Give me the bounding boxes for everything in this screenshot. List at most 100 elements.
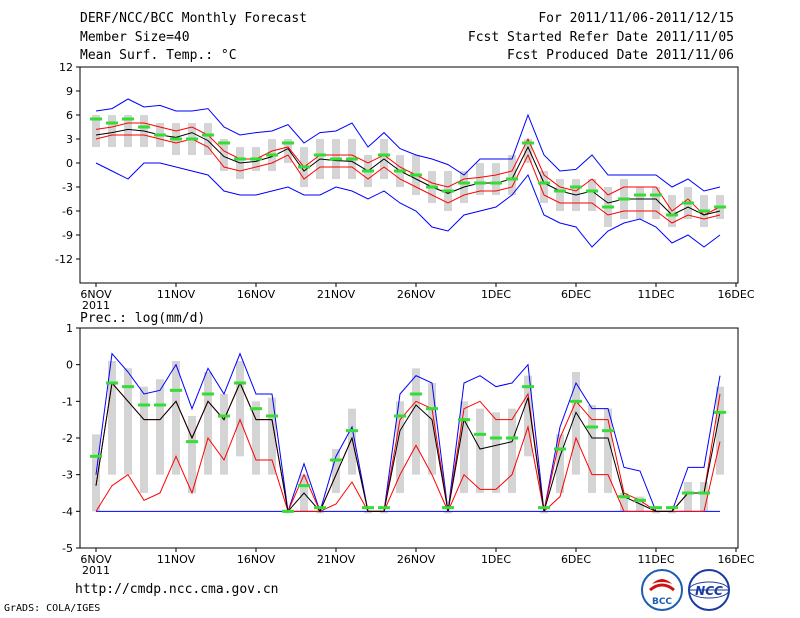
median-marker bbox=[394, 169, 406, 173]
x-tick-label: 1DEC bbox=[481, 553, 511, 566]
median-marker bbox=[490, 436, 502, 440]
y-tick-label: 3 bbox=[66, 133, 73, 146]
y-tick-label: 9 bbox=[66, 85, 73, 98]
year-label: 2011 bbox=[82, 299, 110, 312]
spread-box bbox=[172, 361, 180, 475]
median-marker bbox=[650, 193, 662, 197]
median-marker bbox=[362, 169, 374, 173]
spread-box bbox=[492, 163, 500, 195]
median-marker bbox=[634, 193, 646, 197]
median-marker bbox=[618, 197, 630, 201]
median-marker bbox=[602, 205, 614, 209]
median-marker bbox=[698, 491, 710, 495]
median-marker bbox=[586, 425, 598, 429]
spread-box bbox=[652, 187, 660, 219]
y-tick-label: -9 bbox=[62, 229, 73, 242]
median-marker bbox=[714, 205, 726, 209]
spread-box bbox=[588, 179, 596, 211]
median-marker bbox=[378, 153, 390, 157]
median-marker bbox=[714, 410, 726, 414]
spread-box bbox=[700, 482, 708, 512]
median-marker bbox=[554, 189, 566, 193]
median-marker bbox=[410, 392, 422, 396]
median-marker bbox=[394, 414, 406, 418]
median-marker bbox=[154, 133, 166, 137]
spread-box bbox=[188, 416, 196, 493]
median-marker bbox=[138, 125, 150, 129]
median-marker bbox=[458, 418, 470, 422]
x-tick-label: 6DEC bbox=[561, 288, 591, 301]
median-marker bbox=[218, 141, 230, 145]
spread-box bbox=[476, 163, 484, 195]
spread-box bbox=[508, 408, 516, 493]
median-marker bbox=[666, 506, 678, 510]
min-line bbox=[95, 162, 721, 248]
median-marker bbox=[506, 177, 518, 181]
x-tick-label: 11DEC bbox=[637, 288, 674, 301]
spread-box bbox=[156, 379, 164, 475]
median-marker bbox=[458, 181, 470, 185]
x-tick-label: 11NOV bbox=[157, 553, 196, 566]
median-marker bbox=[250, 157, 262, 161]
spread-box bbox=[620, 493, 628, 512]
median-marker bbox=[234, 157, 246, 161]
x-tick-label: 16NOV bbox=[237, 288, 276, 301]
spread-box bbox=[124, 368, 132, 475]
median-marker bbox=[298, 165, 310, 169]
spread-box bbox=[204, 123, 212, 155]
x-tick-label: 16DEC bbox=[717, 288, 754, 301]
member-size: Member Size=40 bbox=[80, 30, 190, 45]
median-marker bbox=[202, 133, 214, 137]
median-marker bbox=[362, 506, 374, 510]
spread-box bbox=[108, 361, 116, 475]
spread-box bbox=[332, 449, 340, 493]
spread-box bbox=[108, 115, 116, 147]
spread-box bbox=[524, 139, 532, 163]
spread-box bbox=[636, 187, 644, 219]
median-marker bbox=[426, 407, 438, 411]
spread-box bbox=[204, 372, 212, 475]
median-marker bbox=[234, 381, 246, 385]
median-marker bbox=[682, 491, 694, 495]
median-marker bbox=[282, 509, 294, 513]
spread-box bbox=[220, 139, 228, 171]
spread-box bbox=[396, 401, 404, 493]
y-tick-label: -2 bbox=[62, 432, 73, 445]
median-marker bbox=[522, 385, 534, 389]
upper-line bbox=[95, 122, 721, 216]
max-line bbox=[95, 352, 721, 514]
spread-box bbox=[604, 408, 612, 493]
y-tick-label: 1 bbox=[66, 322, 73, 335]
median-marker bbox=[202, 392, 214, 396]
spread-box bbox=[412, 368, 420, 475]
forecast-produced-date: Fcst Produced Date 2011/11/06 bbox=[507, 48, 734, 63]
ensemble-mean-line bbox=[95, 128, 721, 216]
median-marker bbox=[346, 157, 358, 161]
spread-box bbox=[124, 115, 132, 147]
median-marker bbox=[442, 189, 454, 193]
median-marker bbox=[490, 181, 502, 185]
spread-box bbox=[588, 405, 596, 493]
median-marker bbox=[410, 173, 422, 177]
median-marker bbox=[186, 440, 198, 444]
spread-box bbox=[508, 155, 516, 195]
median-marker bbox=[474, 181, 486, 185]
median-marker bbox=[266, 153, 278, 157]
spread-box bbox=[716, 386, 724, 475]
median-marker bbox=[538, 181, 550, 185]
median-marker bbox=[586, 189, 598, 193]
forecast-started-date: Fcst Started Refer Date 2011/11/05 bbox=[467, 30, 734, 45]
source-url[interactable]: http://cmdp.ncc.cma.gov.cn bbox=[75, 582, 279, 597]
median-marker bbox=[250, 407, 262, 411]
y-tick-label: -6 bbox=[62, 205, 73, 218]
x-tick-label: 6NOV bbox=[80, 288, 112, 301]
median-marker bbox=[602, 429, 614, 433]
median-marker bbox=[170, 137, 182, 141]
median-marker bbox=[330, 458, 342, 462]
spread-box bbox=[348, 408, 356, 475]
median-marker bbox=[666, 213, 678, 217]
forecast-period: For 2011/11/06-2011/12/15 bbox=[538, 11, 734, 26]
svg-text:BCC: BCC bbox=[652, 597, 672, 607]
spread-box bbox=[668, 511, 676, 514]
